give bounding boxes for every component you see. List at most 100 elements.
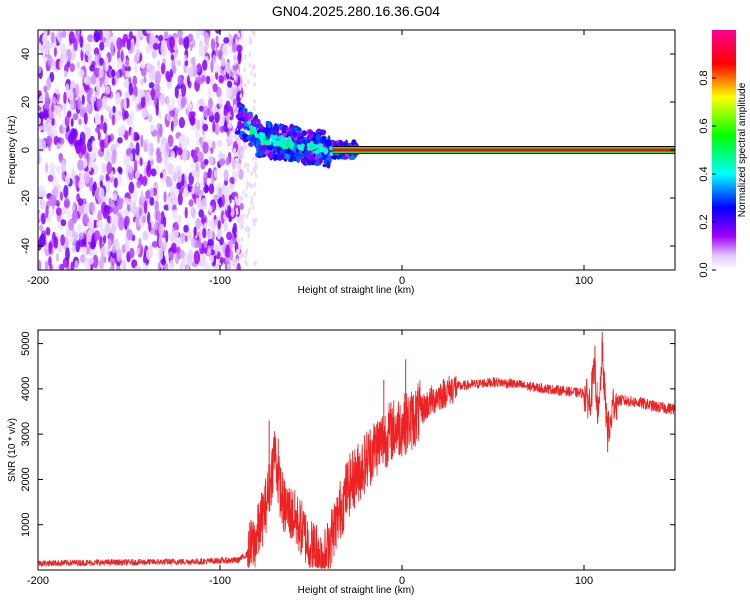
spectrogram-noise-blob xyxy=(252,218,255,223)
spectrogram-noise-blob xyxy=(198,241,202,249)
spectrogram-noise-blob xyxy=(129,247,135,259)
spectrogram-noise-blob xyxy=(136,30,143,39)
spectrogram-noise-blob xyxy=(155,165,160,175)
spectrogram-transition-blob xyxy=(343,142,348,147)
spectrogram-noise-blob xyxy=(251,65,255,71)
spectrogram-noise-blob xyxy=(254,164,258,170)
spectrogram-noise-blob xyxy=(163,191,167,203)
spectrogram-noise-blob xyxy=(244,145,248,151)
spectrogram-noise-blob xyxy=(151,241,159,248)
spectrogram-noise-blob xyxy=(169,36,176,49)
spectrogram-noise-blob xyxy=(146,62,152,71)
spectrogram-transition-blob xyxy=(285,139,290,144)
spectrogram-noise-blob xyxy=(160,258,166,266)
spectrogram-noise-blob xyxy=(233,133,237,139)
spectrogram-noise-blob xyxy=(196,119,201,131)
spectrogram-noise-blob xyxy=(183,54,187,62)
spectrogram-noise-blob xyxy=(83,246,87,254)
spectrogram-noise-blob xyxy=(192,149,198,164)
spectrogram-noise-blob xyxy=(226,231,233,241)
spectrogram-noise-blob xyxy=(98,197,104,205)
spectrogram-noise-blob xyxy=(60,234,65,246)
spectrogram-noise-blob xyxy=(219,125,225,133)
spectrogram-noise-blob xyxy=(73,38,78,51)
spectrogram-noise-blob xyxy=(88,203,95,212)
spectrogram-noise-blob xyxy=(123,97,127,111)
spectrogram-noise-blob xyxy=(60,159,67,173)
spectrogram-noise-blob xyxy=(205,262,210,270)
spectrogram-noise-blob xyxy=(217,187,223,199)
x-tick-label: 0 xyxy=(399,275,405,287)
spectrogram-transition-blob xyxy=(330,155,338,160)
spectrogram-noise-blob xyxy=(190,238,196,248)
spectrogram-transition-blob xyxy=(307,153,311,160)
spectrogram-noise-blob xyxy=(139,60,146,69)
spectrogram-noise-blob xyxy=(96,98,103,110)
spectrogram-noise-blob xyxy=(215,70,219,81)
spectrogram-noise-blob xyxy=(85,127,92,139)
spectrogram-noise-blob xyxy=(77,223,82,233)
spectrogram-noise-blob xyxy=(200,217,206,224)
spectrogram-noise-blob xyxy=(92,254,99,269)
spectrogram-noise-blob xyxy=(248,52,251,57)
spectrogram-noise-blob xyxy=(224,185,230,199)
spectrogram-noise-blob xyxy=(142,262,147,270)
spectrogram-noise-blob xyxy=(100,253,104,266)
spectrogram-noise-blob xyxy=(130,128,134,143)
spectrogram-noise-blob xyxy=(178,249,185,259)
spectrogram-noise-blob xyxy=(230,105,233,116)
spectrogram-noise-blob xyxy=(49,162,56,170)
spectrogram-noise-blob xyxy=(233,75,237,81)
spectrogram-noise-blob xyxy=(38,224,44,232)
spectrogram-noise-blob xyxy=(77,96,82,110)
spectrogram-noise-blob xyxy=(188,199,194,207)
spectrogram-noise-blob xyxy=(159,143,166,153)
spectrogram-noise-blob xyxy=(254,217,258,222)
spectrogram-noise-blob xyxy=(163,216,167,228)
spectrogram-transition-blob xyxy=(323,159,327,165)
spectrogram-noise-blob xyxy=(143,76,147,83)
spectrogram-noise-blob xyxy=(173,221,180,232)
spectrogram-noise-blob xyxy=(60,219,67,227)
spectrogram-noise-blob xyxy=(253,182,257,188)
spectrogram-noise-blob xyxy=(197,62,202,73)
spectrogram-noise-blob xyxy=(83,76,89,85)
spectrogram-noise-blob xyxy=(207,107,210,116)
spectrogram-noise-blob xyxy=(89,249,93,257)
spectrogram-noise-blob xyxy=(199,182,205,189)
spectrogram-noise-blob xyxy=(77,198,84,206)
spectrogram-noise-blob xyxy=(239,93,243,99)
spectrogram-noise-blob xyxy=(90,74,97,85)
spectrogram-noise-blob xyxy=(190,206,196,218)
colorbar-tick-label: 0.6 xyxy=(698,118,710,133)
spectrogram-noise-blob xyxy=(253,31,256,37)
spectrogram-noise-blob xyxy=(115,92,121,105)
spectrogram-transition-blob xyxy=(293,126,298,131)
spectrogram-noise-blob xyxy=(140,95,146,109)
spectrogram-noise-blob xyxy=(65,83,70,95)
spectrogram-noise-blob xyxy=(76,61,81,69)
spectrogram-noise-blob xyxy=(199,229,204,240)
spectrogram-noise-blob xyxy=(161,62,166,75)
colorbar: 0.0 0.2 0.4 0.6 0.8 Normalized spectral ampl… xyxy=(698,30,748,278)
spectrogram-noise-blob xyxy=(201,75,206,83)
spectrogram-noise-blob xyxy=(170,150,176,161)
spectrogram-transition-blob xyxy=(280,142,285,147)
spectrogram-noise-blob xyxy=(83,112,88,125)
spectrogram-noise-blob xyxy=(67,133,75,145)
spectrogram-noise-blob xyxy=(109,41,115,52)
spectrogram-noise-blob xyxy=(241,224,244,230)
spectrogram-noise-blob xyxy=(170,54,175,61)
spectrogram-noise-blob xyxy=(186,75,190,86)
colorbar-gradient xyxy=(712,30,736,270)
spectrogram-transition-blob xyxy=(318,147,323,152)
spectrogram-noise-blob xyxy=(219,153,226,160)
spectrogram-transition-blob xyxy=(275,142,280,147)
spectrogram-noise-blob xyxy=(46,76,52,90)
spectrogram-noise-blob xyxy=(126,229,133,241)
spectrogram-noise-blob xyxy=(108,197,112,206)
spectrogram-noise-blob xyxy=(98,187,105,200)
spectrogram-noise-blob xyxy=(209,254,215,264)
spectrogram-noise-blob xyxy=(195,131,200,140)
spectrogram-noise-blob xyxy=(38,65,42,74)
